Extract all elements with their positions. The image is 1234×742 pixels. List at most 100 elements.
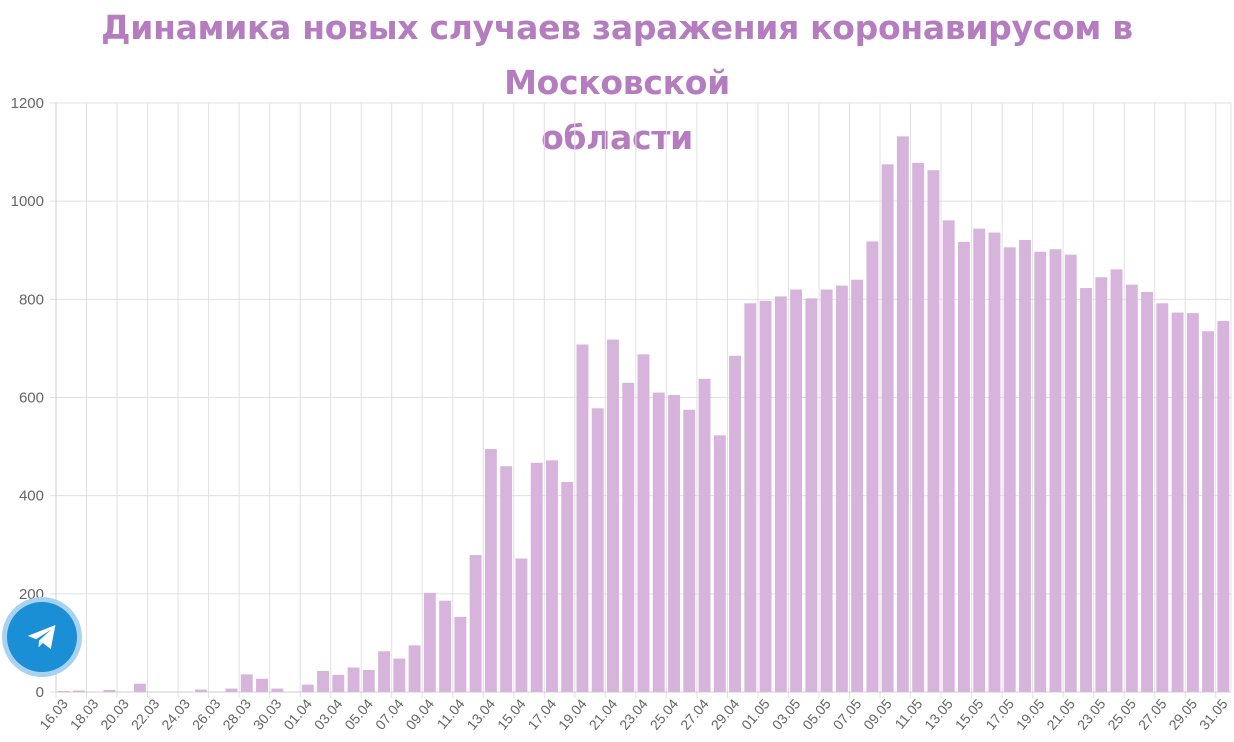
x-tick-label: 29.04: [708, 695, 743, 732]
x-tick-label: 29.05: [1165, 695, 1200, 732]
bar-01.05: [759, 300, 772, 692]
x-tick-label: 20.03: [97, 695, 132, 732]
bar-03.04: [332, 674, 345, 692]
x-tick-label: 24.03: [158, 695, 193, 732]
bar-29.03: [256, 678, 268, 692]
bar-14.05: [958, 241, 970, 693]
bar-22.05: [1080, 288, 1092, 692]
x-tick-label: 15.05: [952, 695, 987, 732]
bar-03.05: [790, 289, 803, 692]
bar-16.04: [530, 462, 543, 692]
bar-12.04: [469, 555, 482, 692]
bar-10.05: [896, 136, 909, 693]
x-tick-label: 09.05: [860, 695, 895, 732]
bar-06.04: [378, 651, 391, 692]
bar-31.05: [1217, 320, 1230, 692]
bar-16.05: [988, 232, 1001, 692]
x-tick-label: 18.03: [67, 695, 102, 732]
x-tick-label: 03.04: [311, 695, 346, 732]
bar-19.04: [576, 344, 589, 692]
bar-30.04: [744, 303, 757, 692]
x-tick-label: 13.05: [921, 695, 956, 732]
bar-21.05: [1064, 254, 1077, 693]
x-tick-label: 01.05: [738, 695, 773, 732]
bar-02.05: [774, 296, 787, 692]
bar-12.05: [927, 170, 940, 693]
y-tick-label: 800: [19, 291, 44, 308]
bar-26.05: [1141, 291, 1154, 692]
chart-bars: [57, 136, 1230, 693]
x-tick-label: 15.04: [494, 695, 529, 732]
bar-25.03: [195, 689, 207, 692]
bar-18.04: [561, 481, 574, 692]
bar-17.03: [72, 690, 85, 692]
bar-30.03: [271, 688, 284, 692]
bar-07.04: [393, 658, 406, 692]
bar-19.03: [103, 690, 116, 692]
y-tick-label: 1200: [11, 95, 44, 112]
bar-29.05: [1186, 313, 1199, 692]
bar-20.05: [1049, 249, 1062, 693]
bar-30.05: [1202, 331, 1215, 692]
bar-29.04: [729, 355, 742, 692]
bar-15.05: [973, 228, 986, 693]
x-tick-label: 01.04: [280, 695, 315, 732]
bar-25.04: [668, 395, 680, 692]
telegram-paper-plane-icon: [27, 624, 56, 650]
telegram-share-button[interactable]: [2, 597, 82, 677]
bar-27.03: [225, 688, 238, 692]
x-tick-label: 19.04: [555, 695, 590, 732]
x-tick-label: 11.05: [891, 695, 925, 731]
x-tick-label: 09.04: [402, 695, 437, 732]
bar-26.04: [683, 409, 696, 692]
y-tick-label: 0: [36, 684, 44, 701]
bar-24.05: [1110, 269, 1123, 692]
bar-09.05: [881, 164, 894, 692]
bar-19.05: [1034, 251, 1047, 692]
bar-20.04: [591, 408, 604, 692]
bar-28.03: [240, 674, 253, 692]
bar-28.04: [713, 435, 726, 692]
x-tick-label: 11.04: [434, 695, 468, 731]
bar-18.05: [1019, 239, 1031, 692]
bar-17.05: [1003, 247, 1016, 692]
y-tick-label: 1000: [11, 193, 44, 210]
chart-title: Динамика новых случаев заражения коронав…: [0, 0, 1234, 165]
y-tick-label: 400: [19, 488, 44, 505]
x-tick-label: 26.03: [189, 695, 224, 732]
x-tick-label: 17.05: [982, 695, 1017, 732]
bar-24.04: [652, 392, 665, 692]
bar-08.05: [866, 241, 879, 693]
x-tick-label: 23.04: [616, 695, 651, 732]
x-tick-label: 22.03: [128, 695, 163, 732]
bar-13.05: [942, 220, 955, 692]
x-tick-label: 03.05: [769, 695, 804, 732]
bar-07.05: [851, 279, 864, 692]
x-tick-label: 05.04: [341, 695, 376, 732]
x-tick-label: 30.03: [250, 695, 285, 732]
bar-23.04: [637, 354, 650, 692]
bar-08.04: [408, 645, 421, 692]
bar-15.04: [515, 558, 528, 692]
x-tick-label: 16.03: [36, 695, 71, 732]
bar-27.05: [1156, 303, 1169, 692]
bar-05.05: [820, 289, 833, 692]
bar-14.04: [500, 466, 513, 692]
bar-21.04: [607, 339, 619, 692]
bar-04.04: [347, 667, 360, 692]
bar-10.04: [439, 600, 452, 692]
x-tick-label: 13.04: [463, 695, 498, 732]
bar-02.04: [317, 670, 329, 692]
x-tick-label: 21.05: [1043, 695, 1078, 732]
x-tick-label: 07.04: [372, 695, 407, 732]
bar-27.04: [698, 378, 711, 692]
bar-05.04: [362, 669, 375, 692]
bar-23.05: [1095, 277, 1108, 692]
x-tick-label: 25.04: [647, 695, 682, 732]
x-tick-label: 28.03: [219, 695, 254, 732]
bar-01.04: [301, 684, 314, 692]
y-tick-label: 600: [19, 390, 44, 407]
bar-04.05: [805, 298, 818, 692]
chart-title-line-2: области: [541, 118, 693, 157]
